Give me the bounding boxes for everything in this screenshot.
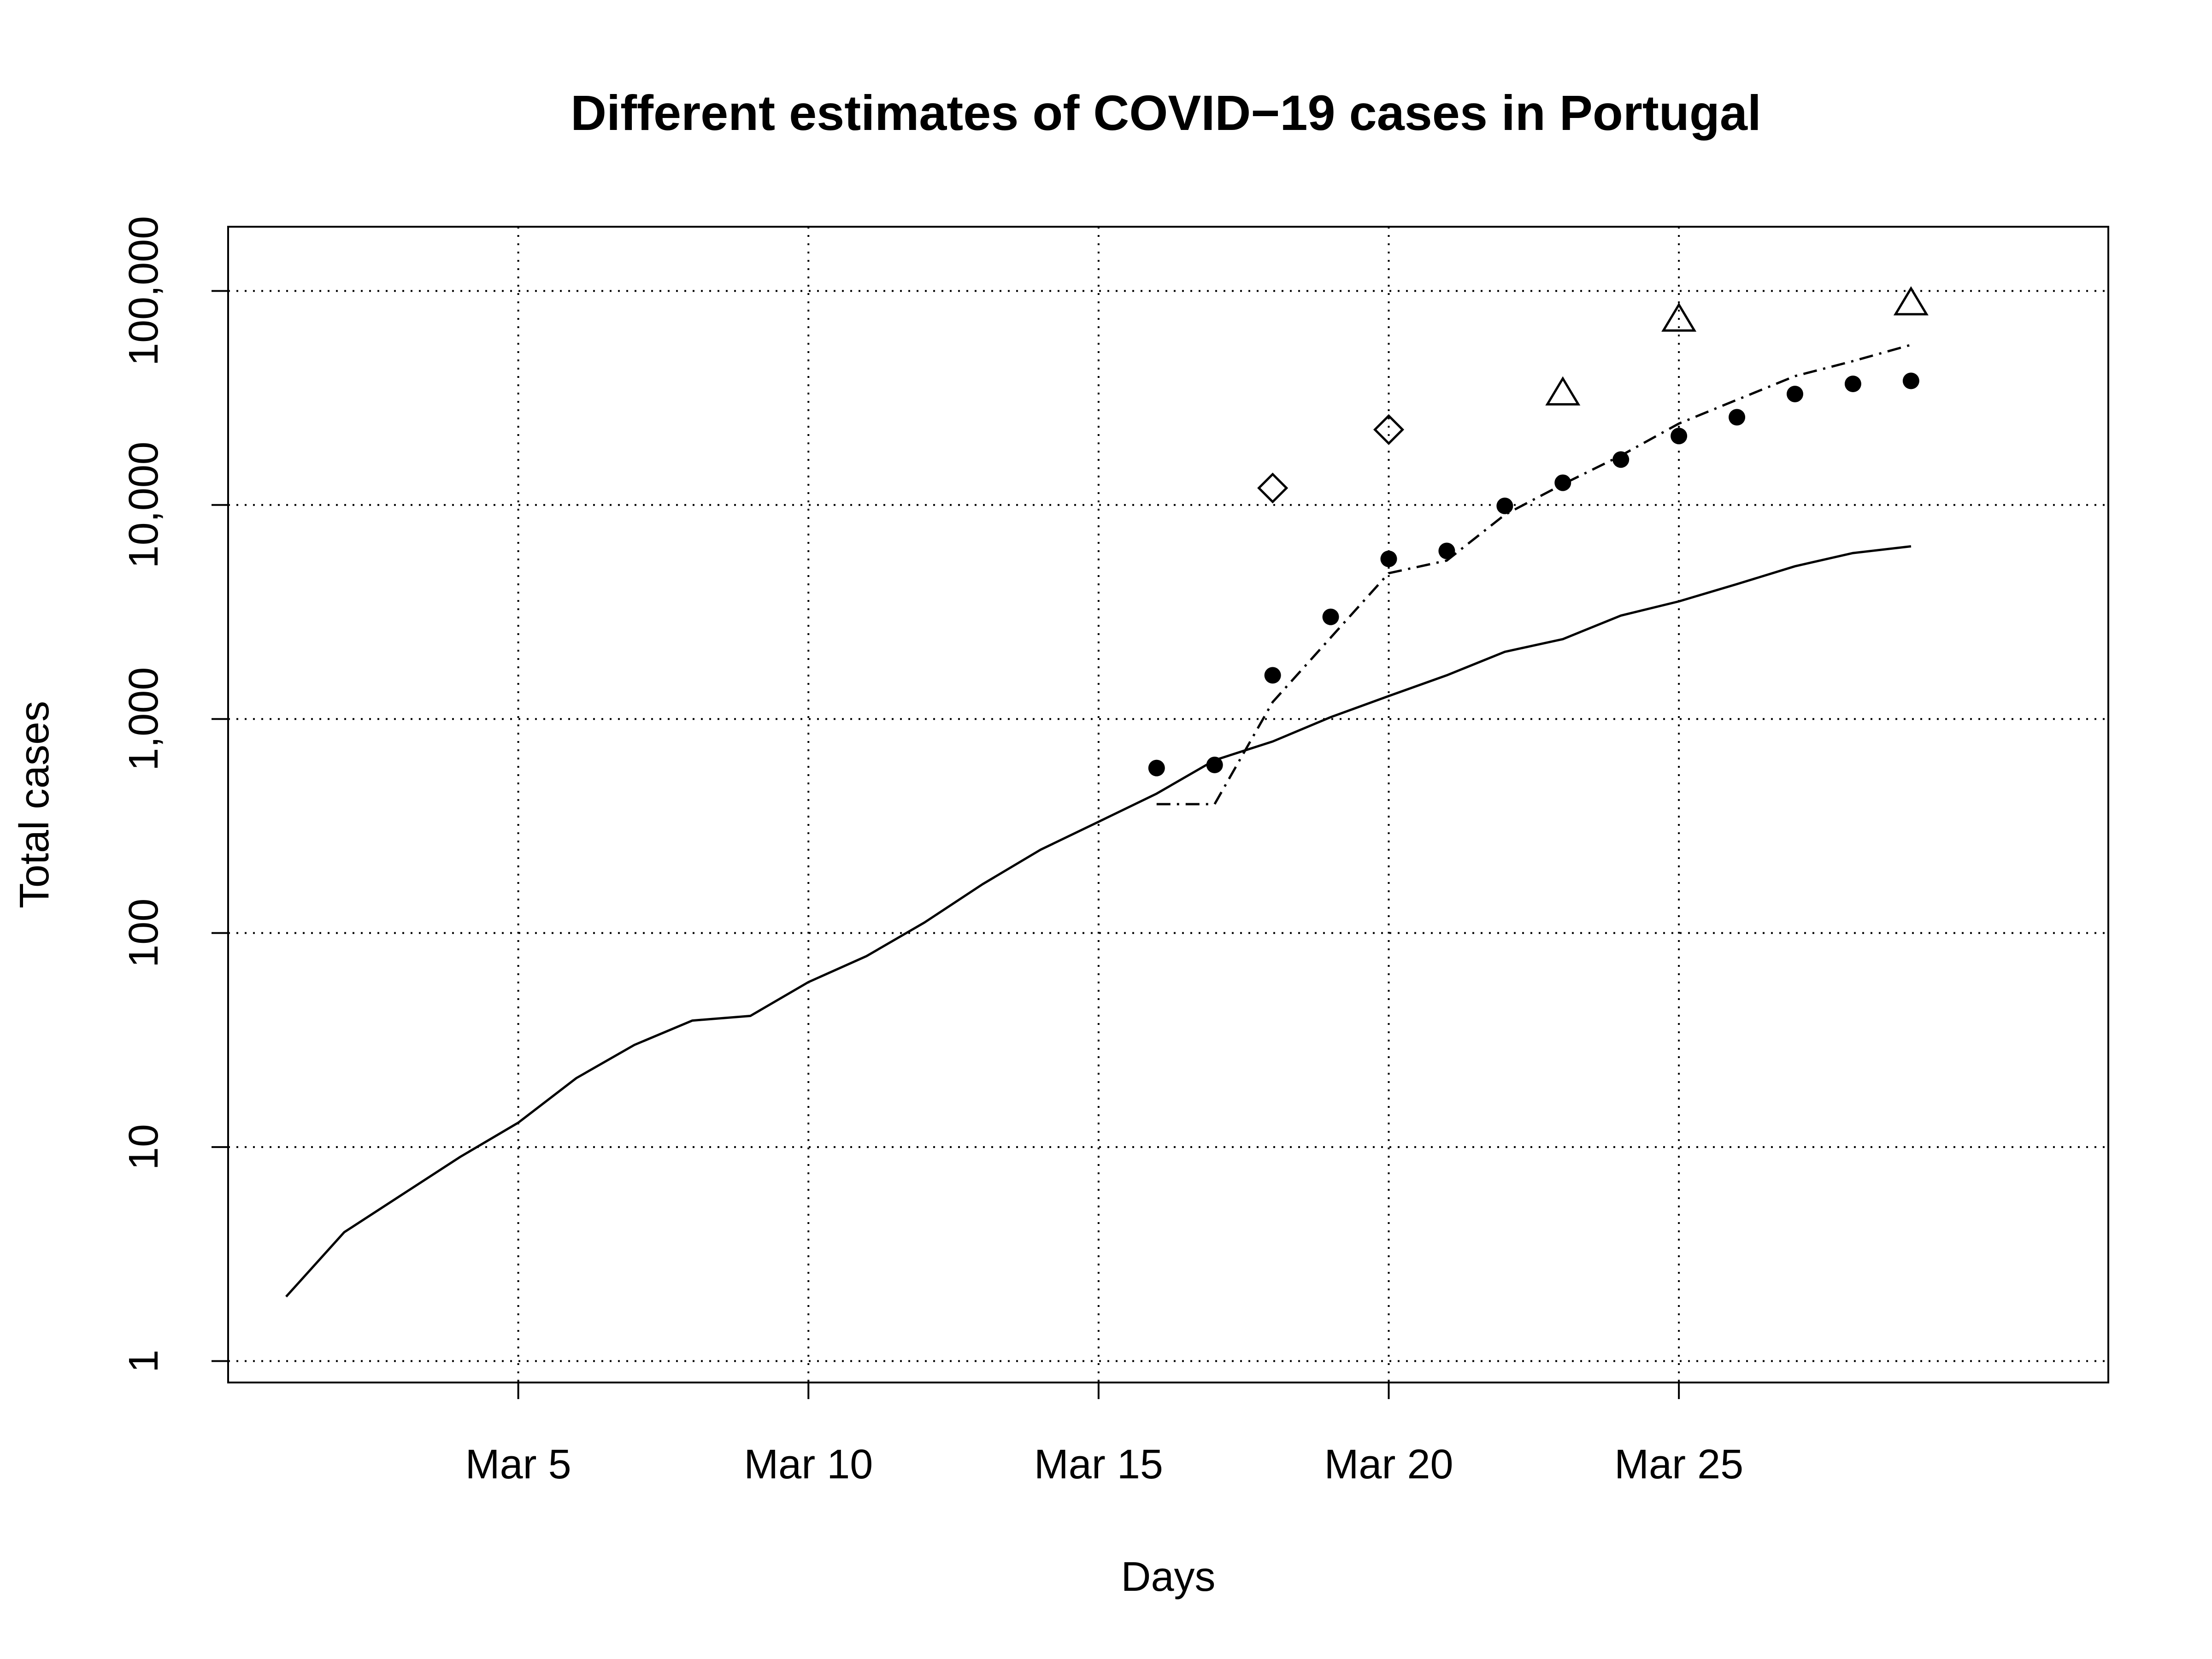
series-filled-circle — [1148, 372, 1919, 777]
data-point-circle — [1787, 385, 1803, 402]
data-point-circle — [1264, 667, 1281, 684]
data-point-circle — [1438, 542, 1455, 559]
series-line-estimate — [1156, 343, 1912, 806]
y-tick-label: 100,000 — [121, 216, 167, 366]
x-axis-title: Days — [1121, 1554, 1215, 1600]
chart-title: Different estimates of COVID−19 cases in… — [571, 85, 1761, 141]
grid-layer — [228, 227, 2108, 1382]
data-point-circle — [1844, 375, 1861, 392]
y-tick-label: 10 — [121, 1124, 167, 1170]
data-point-circle — [1206, 756, 1223, 773]
data-point-circle — [1554, 474, 1571, 491]
x-tick-label: Mar 15 — [1034, 1441, 1163, 1488]
data-point-circle — [1148, 759, 1165, 777]
data-point-circle — [1902, 372, 1919, 389]
plot-frame — [227, 226, 2109, 1383]
series-layer — [285, 286, 1929, 1298]
y-tick-label: 100 — [121, 899, 167, 968]
y-tick-label: 1 — [121, 1350, 167, 1373]
axis-layer: Mar 5 Mar 10 Mar 15 Mar 20 Mar 25 1 10 100 1,000… — [121, 216, 1743, 1488]
data-point-triangle — [1545, 376, 1581, 406]
y-tick-label: 1,000 — [121, 667, 167, 771]
data-point-circle — [1729, 409, 1746, 426]
x-tick-label: Mar 25 — [1614, 1441, 1743, 1488]
data-point-diamond — [1257, 472, 1288, 504]
data-point-triangle — [1893, 286, 1929, 316]
data-point-circle — [1612, 451, 1630, 468]
series-open-diamond — [1257, 414, 1405, 504]
data-point-circle — [1380, 550, 1397, 567]
data-point-triangle — [1661, 302, 1697, 332]
x-tick-label: Mar 10 — [744, 1441, 873, 1488]
data-point-diamond — [1373, 414, 1405, 445]
data-point-circle — [1322, 608, 1339, 625]
data-point-circle — [1496, 497, 1513, 514]
series-solid-line — [285, 545, 1912, 1298]
y-axis-title: Total cases — [12, 701, 58, 908]
x-tick-label: Mar 20 — [1324, 1441, 1453, 1488]
series-dot-dash-line — [1156, 343, 1912, 806]
x-tick-label: Mar 5 — [465, 1441, 571, 1488]
series-open-triangle — [1545, 286, 1929, 406]
series-line-confirmed — [285, 545, 1912, 1298]
data-point-circle — [1671, 428, 1688, 445]
y-tick-label: 10,000 — [121, 441, 167, 568]
